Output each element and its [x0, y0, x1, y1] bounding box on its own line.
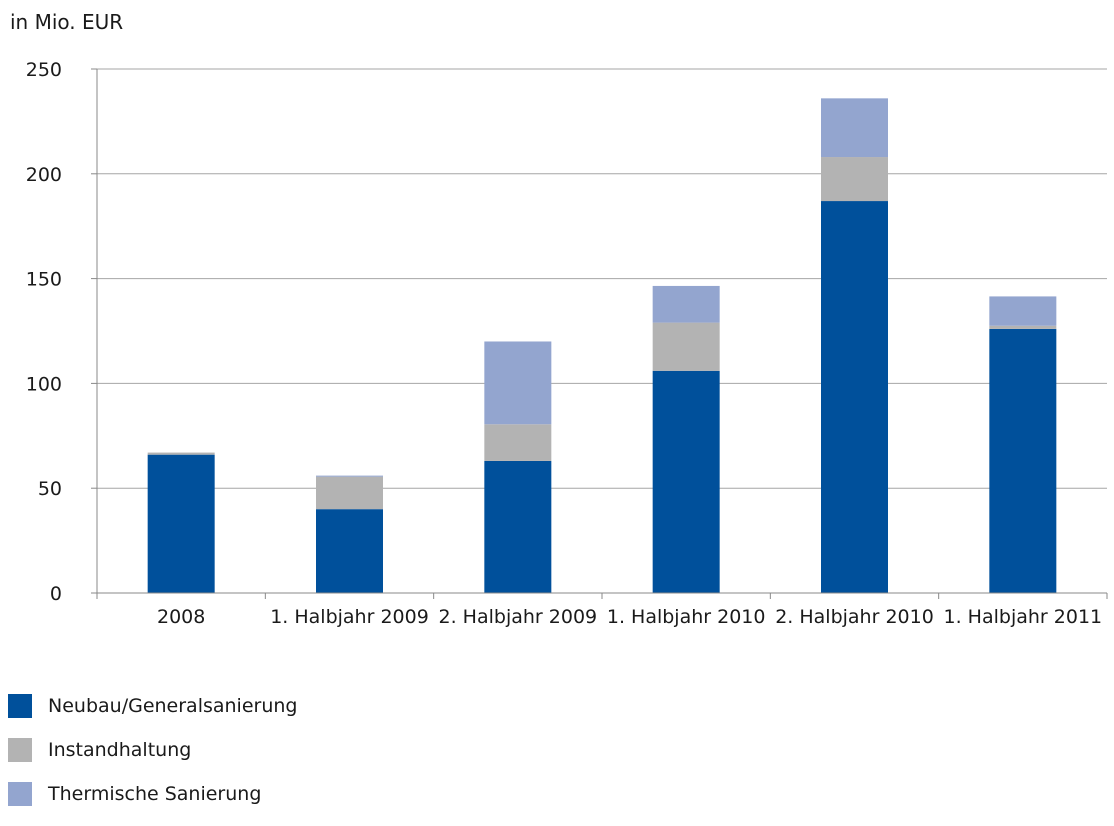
- y-tick-label-200: 200: [26, 164, 62, 186]
- legend-swatch-instandhaltung: [8, 738, 32, 762]
- bar-4-series-1: [821, 157, 888, 202]
- legend-label-neubau: Neubau/Generalsanierung: [48, 695, 298, 717]
- legend-swatch-neubau: [8, 694, 32, 718]
- bar-0-series-0: [147, 454, 215, 593]
- bar-3-series-1: [652, 322, 720, 371]
- y-tick-label-150: 150: [26, 269, 62, 291]
- x-tick-label-1: 1. Halbjahr 2009: [270, 606, 429, 628]
- legend-item-instandhaltung: Instandhaltung: [8, 738, 297, 762]
- bar-1-series-1: [316, 476, 383, 510]
- legend-item-thermische-sanierung: Thermische Sanierung: [8, 782, 297, 806]
- bar-2-series-0: [484, 460, 552, 593]
- bar-4-series-0: [821, 201, 888, 593]
- x-tick-label-2: 2. Halbjahr 2009: [439, 606, 598, 628]
- bar-3-series-0: [652, 370, 720, 593]
- bars: [147, 98, 1057, 593]
- y-tick-label-0: 0: [50, 583, 62, 605]
- legend-label-thermische-sanierung: Thermische Sanierung: [48, 783, 262, 805]
- y-tick-label-250: 250: [26, 59, 62, 81]
- bar-1-series-0: [316, 509, 383, 593]
- grid-lines: [97, 68, 1107, 489]
- x-tick-label-4: 2. Halbjahr 2010: [775, 606, 934, 628]
- bar-5-series-1: [989, 325, 1057, 329]
- y-tick-label-100: 100: [26, 373, 62, 395]
- bar-1-series-2: [316, 475, 383, 477]
- bar-5-series-0: [989, 328, 1057, 593]
- legend-item-neubau: Neubau/Generalsanierung: [8, 694, 297, 718]
- bar-2-series-2: [484, 341, 552, 425]
- bar-3-series-2: [652, 285, 720, 323]
- y-axis-label: in Mio. EUR: [10, 10, 124, 34]
- bar-5-series-2: [989, 296, 1057, 326]
- axes: [91, 68, 1108, 599]
- legend: Neubau/Generalsanierung Instandhaltung T…: [8, 694, 297, 826]
- bar-0-series-1: [147, 452, 215, 455]
- stacked-bar-chart: 0 50 100 150 200 250 2008 1. Halbjahr 2009 2. Ha…: [26, 59, 1108, 628]
- x-tick-label-5: 1. Halbjahr 2011: [944, 606, 1103, 628]
- bar-4-series-2: [821, 98, 888, 158]
- legend-label-instandhaltung: Instandhaltung: [48, 739, 192, 761]
- y-tick-label-50: 50: [38, 478, 62, 500]
- x-tick-label-3: 1. Halbjahr 2010: [607, 606, 766, 628]
- x-tick-label-0: 2008: [157, 606, 205, 628]
- tick-labels: 0 50 100 150 200 250 2008 1. Halbjahr 2009 2. Ha…: [26, 59, 1102, 628]
- bar-2-series-1: [484, 424, 552, 461]
- legend-swatch-thermische-sanierung: [8, 782, 32, 806]
